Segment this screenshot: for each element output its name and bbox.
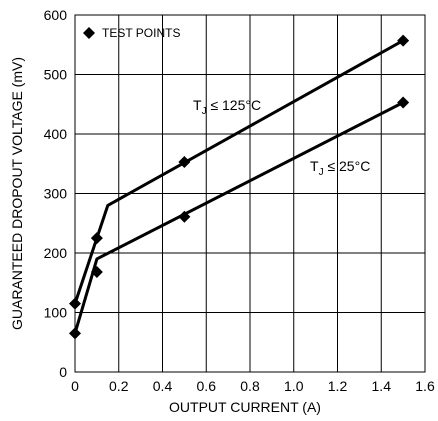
series-label-125c: TJ ≤ 125°C	[193, 97, 261, 117]
x-axis-label: OUTPUT CURRENT (A)	[169, 399, 321, 415]
test-point-marker	[178, 155, 191, 168]
test-point-marker	[178, 210, 191, 223]
x-tick-label: 1.6	[415, 378, 435, 394]
series-line-1	[73, 101, 404, 334]
x-tick-label: 0.6	[197, 378, 217, 394]
y-tick-label: 0	[59, 364, 67, 380]
series-label-25c: TJ ≤ 25°C	[310, 158, 370, 178]
y-tick-label: 500	[44, 67, 68, 83]
test-point-marker	[397, 96, 410, 109]
series-line-0	[73, 39, 404, 305]
y-axis-label: GUARANTEED DROPOUT VOLTAGE (mV)	[9, 57, 25, 330]
test-point-marker	[397, 34, 410, 47]
series-label-125c-sub: J	[202, 106, 207, 117]
grid	[75, 15, 425, 372]
x-tick-label: 1.2	[328, 378, 348, 394]
x-tick-label: 0	[71, 378, 79, 394]
series-label-25c-sub: J	[319, 167, 324, 178]
series-label-125c-rest: ≤ 125°C	[207, 97, 262, 113]
legend: TEST POINTS	[83, 26, 180, 40]
legend-label: TEST POINTS	[102, 26, 180, 40]
test-point-marker	[90, 232, 103, 245]
series-label-25c-rest: ≤ 25°C	[324, 158, 371, 174]
y-axis-ticks: 0 100 200 300 400 500 600	[44, 7, 68, 380]
x-tick-label: 0.4	[153, 378, 173, 394]
y-tick-label: 300	[44, 186, 68, 202]
series-label-25c-t: T	[310, 158, 319, 174]
series-lines	[73, 39, 404, 334]
x-tick-label: 1.4	[372, 378, 392, 394]
y-tick-label: 600	[44, 7, 68, 23]
plot-frame	[74, 14, 426, 373]
y-tick-label: 100	[44, 305, 68, 321]
x-axis-ticks: 0 0.2 0.4 0.6 0.8 1.0 1.2 1.4 1.6	[71, 378, 435, 394]
test-point-marker	[90, 266, 103, 279]
x-tick-label: 0.8	[240, 378, 260, 394]
test-points	[69, 34, 410, 340]
x-tick-label: 1.0	[284, 378, 304, 394]
x-tick-label: 0.2	[109, 378, 129, 394]
y-tick-label: 200	[44, 245, 68, 261]
series-label-125c-t: T	[193, 97, 202, 113]
y-tick-label: 400	[44, 126, 68, 142]
legend-diamond-icon	[83, 27, 95, 39]
